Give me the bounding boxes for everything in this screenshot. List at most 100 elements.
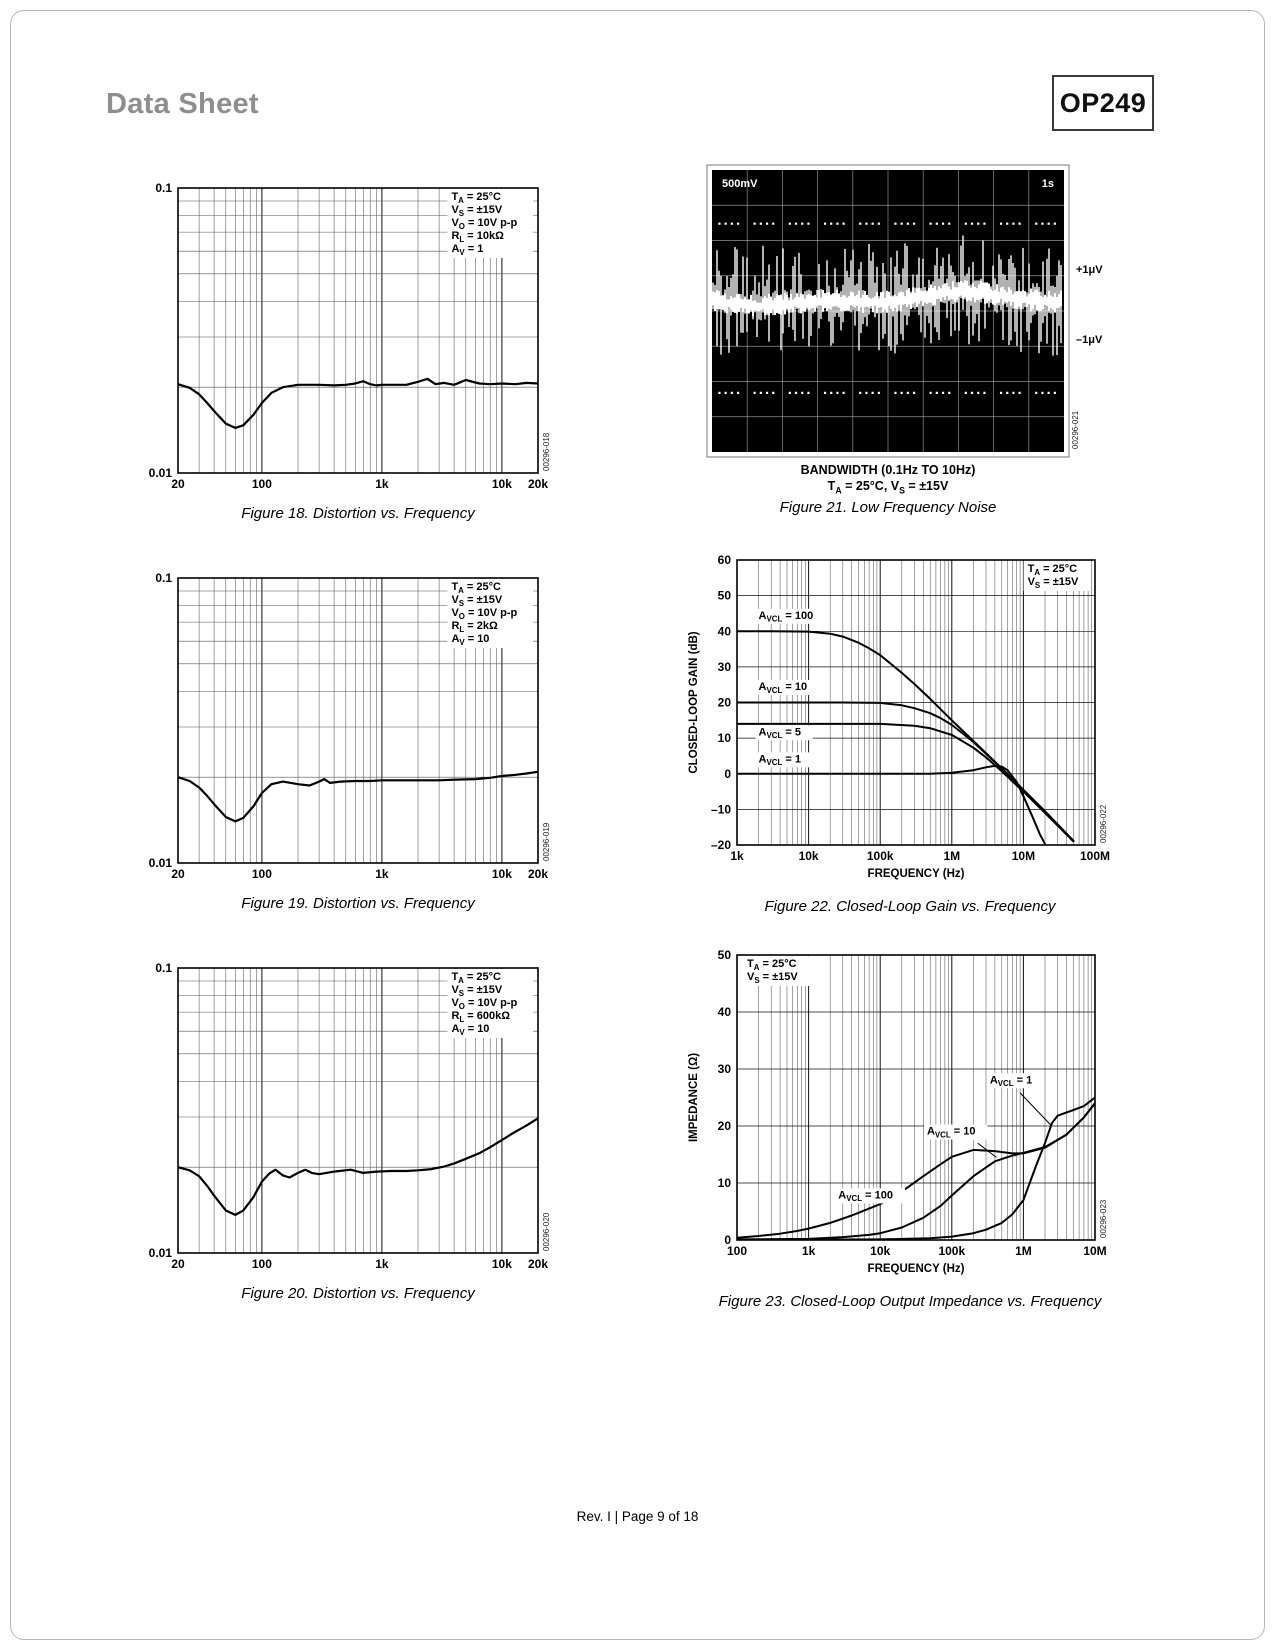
svg-text:TA = 25°C: TA = 25°C [451,581,501,595]
svg-text:0.01: 0.01 [149,466,173,480]
svg-text:1k: 1k [802,1244,816,1258]
svg-text:40: 40 [718,1005,732,1019]
series-layer [178,770,538,823]
svg-text:100: 100 [727,1244,747,1258]
grid-layer [736,954,1096,1241]
svg-text:RL = 2kΩ: RL = 2kΩ [451,620,498,634]
svg-text:–1μV: –1μV [1076,334,1103,346]
svg-text:AV = 1: AV = 1 [451,243,483,257]
svg-text:10k: 10k [492,867,512,881]
axis-labels: 20 100 1k 10k 20k 0.1 0.01 [149,181,549,491]
plot-frame [177,577,539,864]
svg-text:100k: 100k [867,849,894,863]
svg-text:100: 100 [252,1257,272,1271]
svg-text:100M: 100M [1080,849,1110,863]
svg-text:20: 20 [171,477,185,491]
header-part-number: OP249 [1052,75,1154,131]
svg-text:1k: 1k [730,849,744,863]
svg-text:–10: –10 [711,802,731,816]
svg-text:VS = ±15V: VS = ±15V [451,594,502,608]
series-labels: AVCL = 100 AVCL = 10 AVCL = 1 [835,1073,1051,1204]
figure-23-caption: Figure 23. Closed-Loop Output Impedance … [718,1293,1102,1310]
svg-text:100: 100 [252,867,272,881]
svg-text:10: 10 [718,1176,732,1190]
svg-text:AV = 10: AV = 10 [451,1023,489,1037]
scope-bandwidth-label: BANDWIDTH (0.1Hz TO 10Hz) [800,463,976,477]
conditions-annotation: TA = 25°CVS = ±15V [1023,561,1090,591]
svg-text:–20: –20 [711,838,731,852]
plot-frame [736,954,1096,1241]
axis-labels: 20 100 1k 10k 20k 0.1 0.01 [149,961,549,1271]
svg-text:0.01: 0.01 [149,1246,173,1260]
figure-19-caption: Figure 19. Distortion vs. Frequency [241,895,475,912]
svg-text:100k: 100k [938,1244,965,1258]
svg-text:1s: 1s [1042,178,1054,190]
svg-text:20: 20 [718,1119,732,1133]
svg-text:RL = 600kΩ: RL = 600kΩ [451,1010,510,1024]
series-layer [178,1117,538,1216]
svg-text:AVCL = 10: AVCL = 10 [927,1126,976,1140]
svg-text:TA = 25°C: TA = 25°C [1028,563,1078,577]
svg-text:0: 0 [724,1233,731,1247]
svg-text:TA = 25°C: TA = 25°C [747,958,797,972]
svg-text:500mV: 500mV [722,178,758,190]
svg-text:1M: 1M [1015,1244,1032,1258]
svg-text:VS = ±15V: VS = ±15V [1028,576,1079,590]
svg-text:1k: 1k [375,477,389,491]
svg-text:00296-021: 00296-021 [1071,410,1080,449]
svg-text:20k: 20k [528,1257,548,1271]
svg-text:00296-019: 00296-019 [542,822,551,861]
noise-trace [712,235,1062,356]
svg-text:00296-018: 00296-018 [542,432,551,471]
svg-text:30: 30 [718,660,732,674]
svg-text:20k: 20k [528,867,548,881]
svg-text:30: 30 [718,1062,732,1076]
svg-text:VO = 10V p-p: VO = 10V p-p [451,607,517,621]
svg-text:VS = ±15V: VS = ±15V [451,204,502,218]
svg-text:VS = ±15V: VS = ±15V [747,971,798,985]
svg-text:1k: 1k [375,1257,389,1271]
header-data-sheet: Data Sheet [106,88,259,120]
svg-text:FREQUENCY (Hz): FREQUENCY (Hz) [868,1263,965,1275]
series-layer [737,630,1075,845]
svg-text:1k: 1k [375,867,389,881]
svg-text:20k: 20k [528,477,548,491]
svg-text:20: 20 [171,1257,185,1271]
svg-text:40: 40 [718,624,732,638]
axis-labels: 1k 10k 100k 1M 10M 100M 60 50 40 30 20 10 0 –10 –20 FRE… [688,553,1110,880]
scope-conditions-label: TA = 25°C, VS = ±15V [827,478,949,496]
svg-text:00296-020: 00296-020 [542,1212,551,1251]
svg-text:00296-022: 00296-022 [1099,804,1108,843]
svg-text:20: 20 [171,867,185,881]
svg-text:10M: 10M [1083,1244,1106,1258]
figure-20-caption: Figure 20. Distortion vs. Frequency [241,1285,475,1302]
svg-text:FREQUENCY (Hz): FREQUENCY (Hz) [868,868,965,880]
svg-text:10k: 10k [870,1244,890,1258]
figure-22: AVCL = 100 AVCL = 10 AVCL = 5 AVCL = 1 TA = … [680,545,1140,915]
svg-text:0: 0 [724,767,731,781]
plot-frame [736,559,1096,846]
svg-text:100: 100 [252,477,272,491]
svg-text:0.1: 0.1 [155,571,172,585]
svg-text:0.1: 0.1 [155,961,172,975]
svg-text:AV = 10: AV = 10 [451,633,489,647]
figure-21-caption: Figure 21. Low Frequency Noise [779,499,997,517]
svg-text:0.1: 0.1 [155,181,172,195]
svg-text:50: 50 [718,589,732,603]
svg-text:RL = 10kΩ: RL = 10kΩ [451,230,504,244]
figure-23: AVCL = 100 AVCL = 10 AVCL = 1 TA = 25°C VS =… [680,940,1140,1310]
svg-text:10: 10 [718,731,732,745]
svg-text:AVCL = 100: AVCL = 100 [759,610,814,624]
figure-21: 500mV 1s +1μV –1μV 00296-021 BANDWIDTH (0.1H… [705,163,1145,516]
svg-text:CLOSED-LOOP GAIN (dB): CLOSED-LOOP GAIN (dB) [688,631,700,773]
svg-text:TA = 25°C: TA = 25°C [451,191,501,205]
series-layer [178,377,538,429]
closed-loop-gain-chart: AVCL = 100 AVCL = 10 AVCL = 5 AVCL = 1 TA = … [688,553,1110,880]
axis-labels: 20 100 1k 10k 20k 0.1 0.01 [149,571,549,881]
svg-text:1M: 1M [943,849,960,863]
